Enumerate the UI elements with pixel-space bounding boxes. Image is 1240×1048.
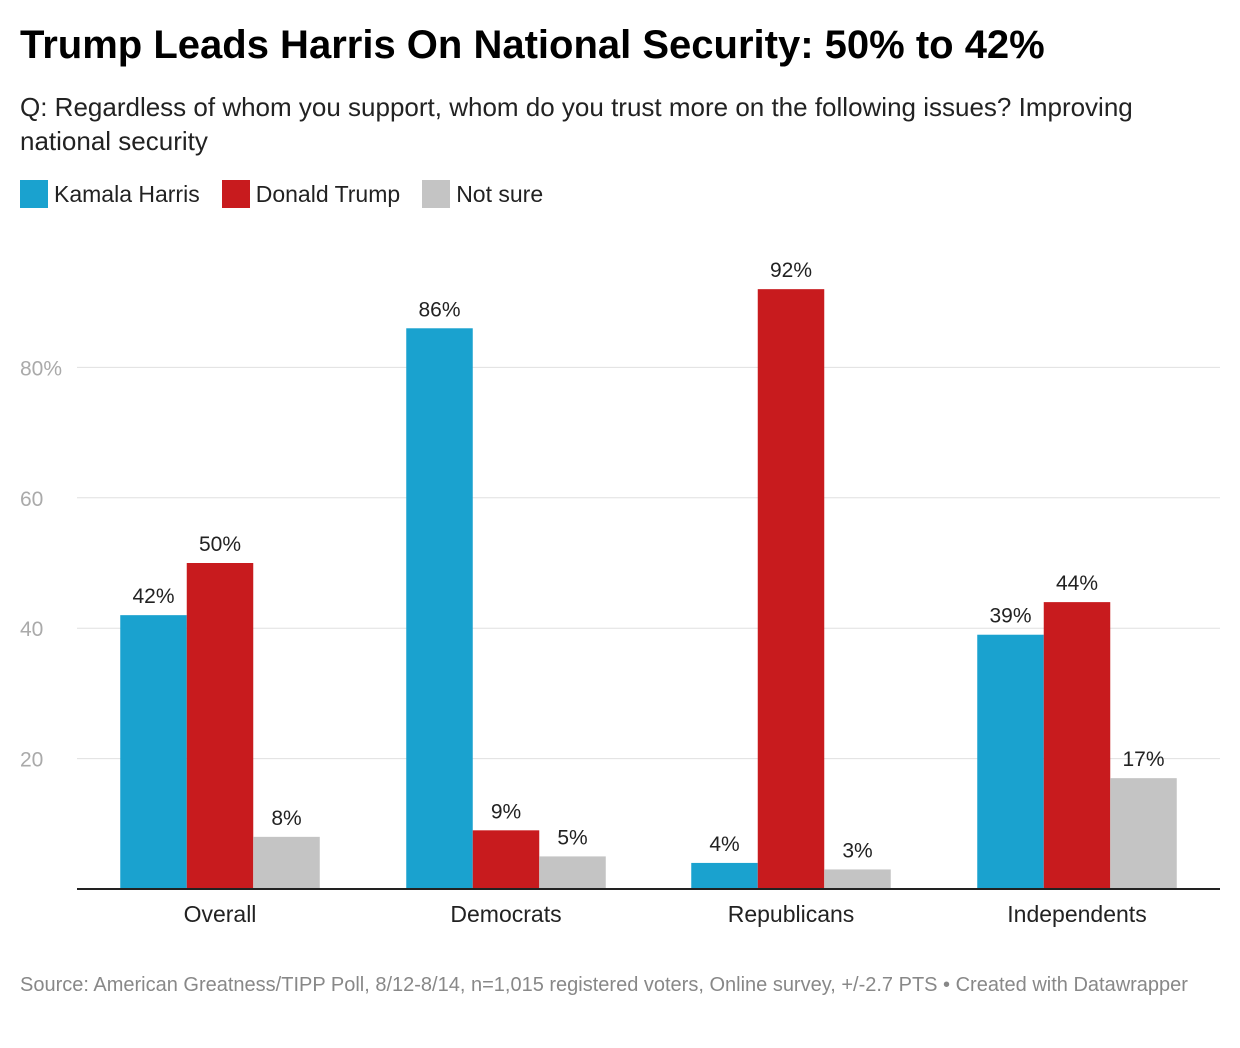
y-tick-label-20: 20 bbox=[20, 749, 43, 772]
legend-label-not-sure: Not sure bbox=[456, 180, 544, 207]
bar-overall-donald-trump bbox=[186, 563, 254, 889]
data-label-democrats-kamala-harris: 86% bbox=[418, 298, 460, 321]
bar-overall-not-sure bbox=[253, 836, 320, 889]
bar-overall-kamala-harris bbox=[120, 615, 187, 889]
data-label-independents-kamala-harris: 39% bbox=[989, 605, 1031, 628]
data-label-republicans-kamala-harris: 4% bbox=[709, 833, 739, 856]
x-tick-label-overall: Overall bbox=[184, 901, 257, 927]
bar-democrats-donald-trump bbox=[472, 830, 540, 889]
chart-subtitle: Q: Regardless of whom you support, whom … bbox=[20, 92, 1133, 156]
legend-swatch-harris bbox=[20, 180, 48, 208]
bar-democrats-kamala-harris bbox=[406, 328, 473, 889]
bar-democrats-not-sure bbox=[539, 856, 606, 889]
bar-independents-not-sure bbox=[1110, 778, 1177, 889]
data-label-overall-not-sure: 8% bbox=[271, 807, 301, 830]
bar-republicans-not-sure bbox=[824, 869, 891, 889]
legend: Kamala Harris Donald Trump Not sure bbox=[20, 178, 565, 210]
data-label-republicans-not-sure: 3% bbox=[842, 839, 872, 862]
data-label-overall-donald-trump: 50% bbox=[199, 533, 241, 556]
x-tick-label-independents: Independents bbox=[1007, 901, 1146, 927]
legend-item-not-sure: Not sure bbox=[422, 180, 543, 208]
data-label-republicans-donald-trump: 92% bbox=[770, 259, 812, 282]
source-note: Source: American Greatness/TIPP Poll, 8/… bbox=[20, 974, 1188, 996]
data-label-independents-not-sure: 17% bbox=[1122, 748, 1164, 771]
data-label-overall-kamala-harris: 42% bbox=[132, 585, 174, 608]
legend-label-harris: Kamala Harris bbox=[54, 180, 200, 207]
data-label-democrats-donald-trump: 9% bbox=[491, 800, 521, 823]
legend-swatch-trump bbox=[221, 180, 250, 208]
legend-item-harris: Kamala Harris bbox=[20, 180, 200, 208]
x-tick-label-republicans: Republicans bbox=[728, 901, 855, 927]
x-tick-label-democrats: Democrats bbox=[450, 901, 561, 927]
legend-item-trump: Donald Trump bbox=[221, 180, 401, 208]
bar-independents-kamala-harris bbox=[977, 634, 1044, 889]
legend-swatch-not-sure bbox=[422, 180, 451, 208]
y-tick-label-80: 80% bbox=[20, 357, 62, 380]
bar-independents-donald-trump bbox=[1043, 602, 1111, 889]
bar-chart: 20 40 60 80% 42% 50% 8% Overall 86% 9% 5% Democrats… bbox=[20, 259, 1220, 927]
bar-republicans-donald-trump bbox=[757, 289, 825, 889]
data-label-independents-donald-trump: 44% bbox=[1056, 572, 1098, 595]
data-label-democrats-not-sure: 5% bbox=[557, 826, 587, 849]
chart-title: Trump Leads Harris On National Security:… bbox=[20, 23, 1045, 67]
y-tick-label-40: 40 bbox=[20, 618, 43, 641]
bar-republicans-kamala-harris bbox=[691, 862, 758, 889]
y-tick-label-60: 60 bbox=[20, 488, 43, 511]
legend-label-trump: Donald Trump bbox=[255, 180, 401, 207]
